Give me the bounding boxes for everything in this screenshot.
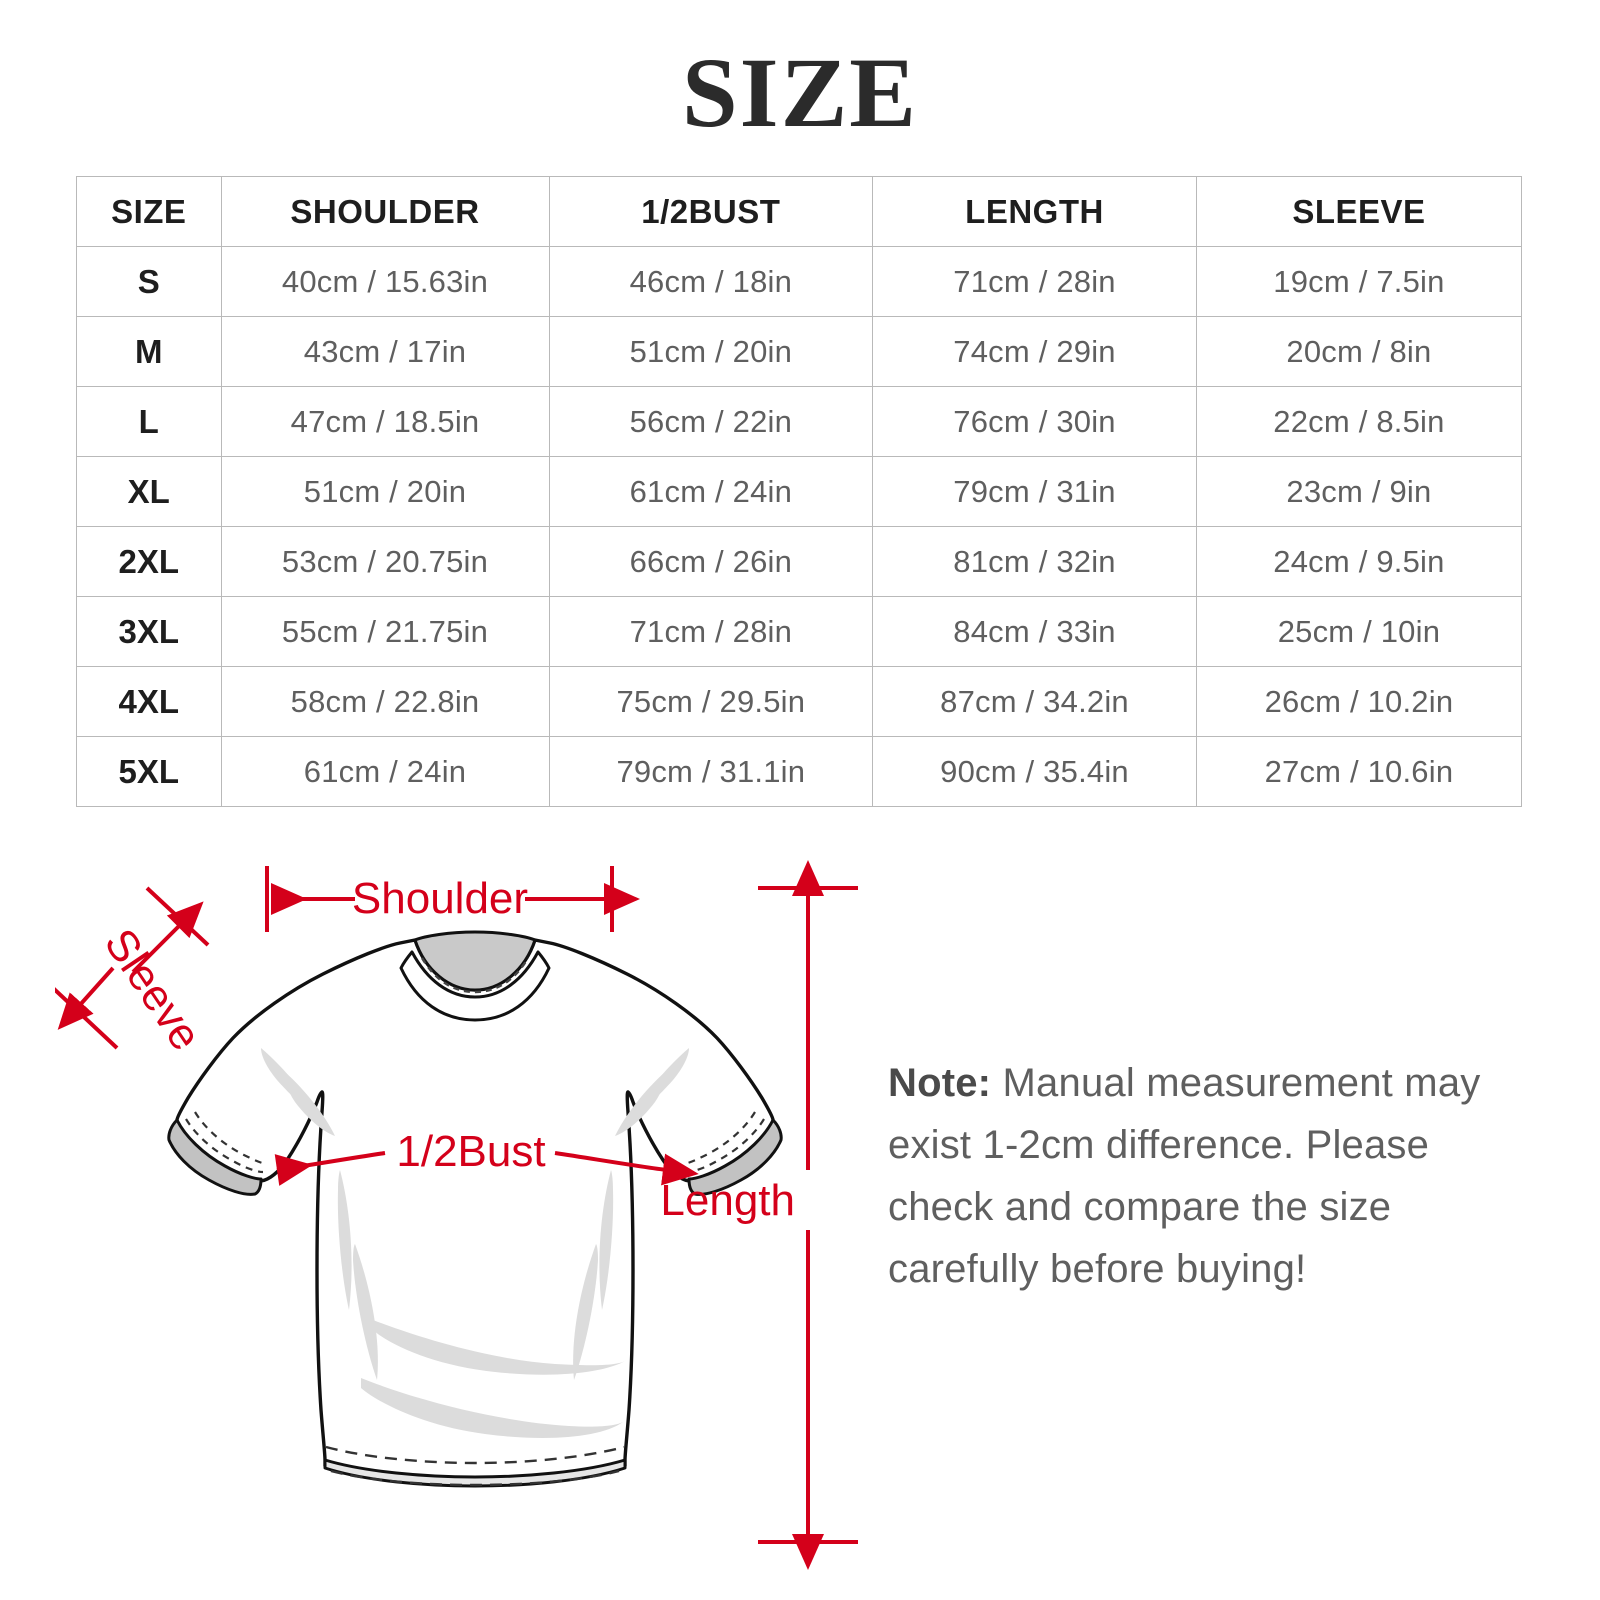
cell-length: 74cm / 29in bbox=[872, 316, 1197, 387]
length-label: Length bbox=[660, 1176, 795, 1225]
cell-length: 81cm / 32in bbox=[872, 526, 1197, 597]
cell-bust: 75cm / 29.5in bbox=[548, 666, 874, 737]
cell-shoulder: 47cm / 18.5in bbox=[220, 386, 550, 457]
cell-length: 84cm / 33in bbox=[872, 596, 1197, 667]
tshirt-illustration: Shoulder Sleeve 1/2Bust Length bbox=[55, 860, 858, 1570]
cell-sleeve: 22cm / 8.5in bbox=[1195, 386, 1523, 457]
cell-size: 3XL bbox=[76, 596, 222, 667]
cell-bust: 79cm / 31.1in bbox=[548, 736, 874, 807]
size-chart-table-container: SIZE SHOULDER 1/2BUST LENGTH SLEEVE S 40… bbox=[76, 176, 1523, 807]
cell-size: M bbox=[76, 316, 222, 387]
note-text: Manual measurement may exist 1-2cm diffe… bbox=[888, 1061, 1481, 1291]
cell-bust: 56cm / 22in bbox=[548, 386, 874, 457]
column-header-bust: 1/2BUST bbox=[548, 176, 874, 247]
cell-size: XL bbox=[76, 456, 222, 527]
table-row: S 40cm / 15.63in 46cm / 18in 71cm / 28in… bbox=[76, 246, 1523, 317]
table-body: S 40cm / 15.63in 46cm / 18in 71cm / 28in… bbox=[76, 246, 1523, 807]
collar-stitch bbox=[420, 957, 530, 994]
cell-length: 87cm / 34.2in bbox=[872, 666, 1197, 737]
cell-shoulder: 40cm / 15.63in bbox=[220, 246, 550, 317]
collar-inner bbox=[413, 930, 537, 992]
left-sleeve-cuff-stitch bbox=[185, 1118, 264, 1174]
half-bust-arrow-left bbox=[274, 1151, 386, 1186]
table-row: 4XL 58cm / 22.8in 75cm / 29.5in 87cm / 3… bbox=[76, 666, 1523, 737]
cell-shoulder: 55cm / 21.75in bbox=[220, 596, 550, 667]
cell-shoulder: 61cm / 24in bbox=[220, 736, 550, 807]
half-bust-label: 1/2Bust bbox=[396, 1127, 545, 1176]
sleeve-arrow-lower bbox=[57, 966, 115, 1030]
sleeve-arrow-upper bbox=[131, 901, 204, 974]
cell-bust: 61cm / 24in bbox=[548, 456, 874, 527]
cell-bust: 51cm / 20in bbox=[548, 316, 874, 387]
measurement-note: Note: Manual measurement may exist 1-2cm… bbox=[888, 1052, 1508, 1300]
cell-length: 90cm / 35.4in bbox=[872, 736, 1197, 807]
table-row: L 47cm / 18.5in 56cm / 22in 76cm / 30in … bbox=[76, 386, 1523, 457]
table-header: SIZE SHOULDER 1/2BUST LENGTH SLEEVE bbox=[76, 176, 1523, 247]
bottom-hem-stitch-upper bbox=[325, 1445, 625, 1465]
cell-shoulder: 53cm / 20.75in bbox=[220, 526, 550, 597]
cell-size: 2XL bbox=[76, 526, 222, 597]
cell-size: S bbox=[76, 246, 222, 317]
cell-size: 4XL bbox=[76, 666, 222, 737]
cell-sleeve: 23cm / 9in bbox=[1195, 456, 1523, 527]
table-row: 2XL 53cm / 20.75in 66cm / 26in 81cm / 32… bbox=[76, 526, 1523, 597]
cell-sleeve: 24cm / 9.5in bbox=[1195, 526, 1523, 597]
collar-band bbox=[399, 950, 551, 1022]
cell-sleeve: 27cm / 10.6in bbox=[1195, 736, 1523, 807]
table-row: XL 51cm / 20in 61cm / 24in 79cm / 31in 2… bbox=[76, 456, 1523, 527]
right-sleeve-cuff-stitch2 bbox=[682, 1111, 756, 1166]
table-row: 5XL 61cm / 24in 79cm / 31.1in 90cm / 35.… bbox=[76, 736, 1523, 807]
cell-bust: 46cm / 18in bbox=[548, 246, 874, 317]
cell-sleeve: 26cm / 10.2in bbox=[1195, 666, 1523, 737]
column-header-sleeve: SLEEVE bbox=[1195, 176, 1523, 247]
left-sleeve-cuff bbox=[167, 1118, 263, 1196]
cell-sleeve: 20cm / 8in bbox=[1195, 316, 1523, 387]
table-header-row: SIZE SHOULDER 1/2BUST LENGTH SLEEVE bbox=[76, 176, 1523, 247]
table-row: 3XL 55cm / 21.75in 71cm / 28in 84cm / 33… bbox=[76, 596, 1523, 667]
cell-shoulder: 58cm / 22.8in bbox=[220, 666, 550, 737]
cell-shoulder: 51cm / 20in bbox=[220, 456, 550, 527]
cell-shoulder: 43cm / 17in bbox=[220, 316, 550, 387]
right-sleeve-cuff bbox=[687, 1118, 783, 1196]
sleeve-label: Sleeve bbox=[95, 920, 211, 1059]
cell-bust: 71cm / 28in bbox=[548, 596, 874, 667]
cell-length: 71cm / 28in bbox=[872, 246, 1197, 317]
bottom-hem-stitch-lower bbox=[330, 1469, 620, 1487]
column-header-shoulder: SHOULDER bbox=[220, 176, 550, 247]
note-label: Note: bbox=[888, 1061, 992, 1105]
right-sleeve-cuff-stitch bbox=[686, 1118, 765, 1174]
cell-sleeve: 19cm / 7.5in bbox=[1195, 246, 1523, 317]
cell-length: 79cm / 31in bbox=[872, 456, 1197, 527]
cell-length: 76cm / 30in bbox=[872, 386, 1197, 457]
column-header-length: LENGTH bbox=[872, 176, 1197, 247]
left-sleeve-cuff-stitch2 bbox=[194, 1111, 268, 1166]
size-chart-table: SIZE SHOULDER 1/2BUST LENGTH SLEEVE S 40… bbox=[76, 176, 1523, 807]
sleeve-tick-upper bbox=[145, 886, 210, 947]
cell-size: L bbox=[76, 386, 222, 457]
fabric-folds bbox=[261, 1048, 689, 1438]
column-header-size: SIZE bbox=[76, 176, 222, 247]
page-title: SIZE bbox=[682, 37, 918, 148]
shoulder-label: Shoulder bbox=[352, 874, 528, 923]
cell-size: 5XL bbox=[76, 736, 222, 807]
half-bust-arrow-right bbox=[554, 1151, 699, 1186]
cell-sleeve: 25cm / 10in bbox=[1195, 596, 1523, 667]
cell-bust: 66cm / 26in bbox=[548, 526, 874, 597]
tshirt-measurement-diagram: Shoulder Sleeve 1/2Bust Length bbox=[0, 840, 1600, 1600]
tshirt-graphic bbox=[167, 930, 783, 1488]
table-row: M 43cm / 17in 51cm / 20in 74cm / 29in 20… bbox=[76, 316, 1523, 387]
